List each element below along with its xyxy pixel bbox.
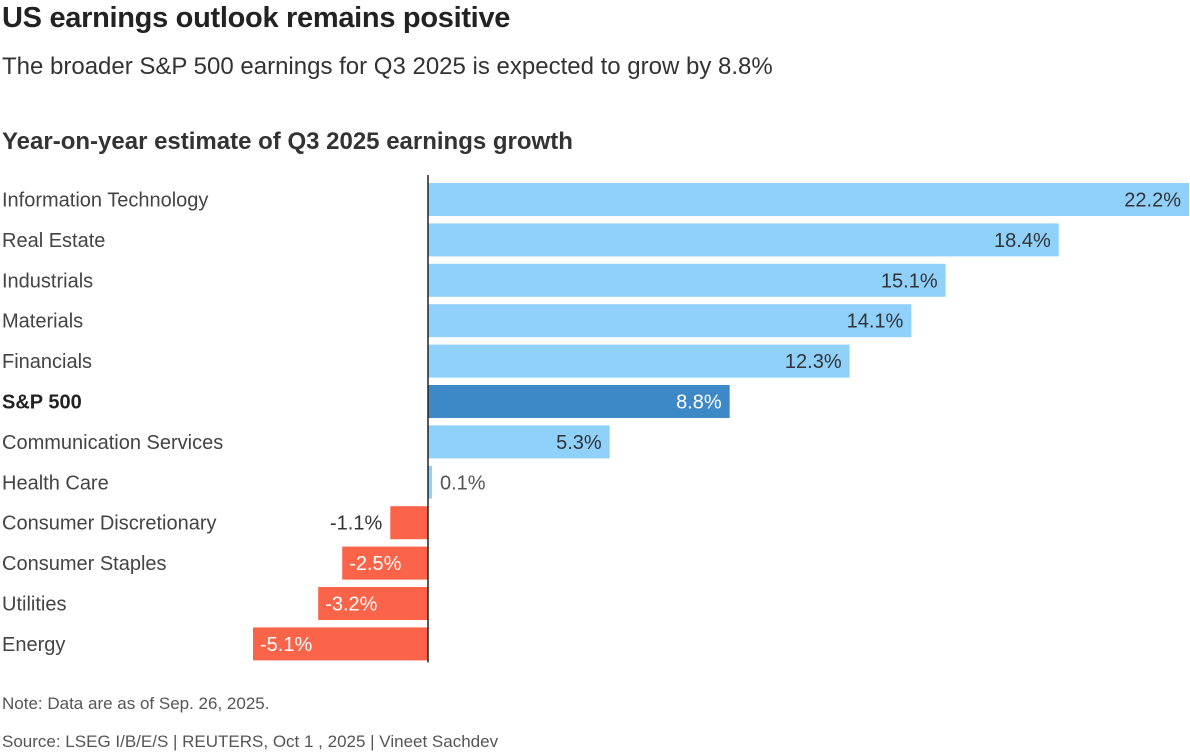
value-label: 14.1% xyxy=(847,311,904,333)
bar xyxy=(318,587,428,620)
chart-heading: Year-on-year estimate of Q3 2025 earning… xyxy=(2,128,573,155)
chart-note: Note: Data are as of Sep. 26, 2025. xyxy=(2,694,270,713)
category-label: Consumer Staples xyxy=(2,553,167,575)
bar xyxy=(428,223,1059,257)
category-label: Communication Services xyxy=(2,432,223,454)
bar xyxy=(428,465,432,499)
chart-source: Source: LSEG I/B/E/S | REUTERS, Oct 1 , … xyxy=(2,732,499,751)
bar-chart: Information Technology 22.2% Real Estate 18… xyxy=(2,175,1189,663)
value-label: 0.1% xyxy=(440,472,486,494)
bar xyxy=(253,627,428,661)
value-label: 15.1% xyxy=(881,270,938,292)
value-label: 22.2% xyxy=(1124,190,1181,212)
value-label: -2.5% xyxy=(349,553,401,575)
chart-subtitle: The broader S&P 500 earnings for Q3 2025… xyxy=(2,53,773,80)
category-label: Materials xyxy=(2,311,83,333)
value-label: 5.3% xyxy=(556,432,602,454)
value-label: -1.1% xyxy=(330,513,382,535)
category-label: Health Care xyxy=(2,472,109,494)
category-label: Consumer Discretionary xyxy=(2,513,217,535)
bar xyxy=(390,506,428,540)
bar xyxy=(428,425,610,459)
value-label: 8.8% xyxy=(676,392,722,414)
bar xyxy=(428,385,730,418)
category-label: Real Estate xyxy=(2,230,105,252)
value-label: -5.1% xyxy=(260,634,312,656)
bar xyxy=(342,546,428,580)
category-label: Financials xyxy=(2,351,92,373)
category-label: S&P 500 xyxy=(2,392,82,414)
value-label: 12.3% xyxy=(785,351,842,373)
value-label: -3.2% xyxy=(325,594,377,616)
bar xyxy=(428,263,946,297)
category-label: Energy xyxy=(2,634,65,656)
bar xyxy=(428,344,850,378)
category-label: Industrials xyxy=(2,270,93,292)
category-label: Utilities xyxy=(2,594,66,616)
bar xyxy=(428,304,912,338)
category-label: Information Technology xyxy=(2,190,208,212)
value-label: 18.4% xyxy=(994,230,1051,252)
chart-title-main: US earnings outlook remains positive xyxy=(2,2,511,34)
bar xyxy=(428,183,1189,216)
